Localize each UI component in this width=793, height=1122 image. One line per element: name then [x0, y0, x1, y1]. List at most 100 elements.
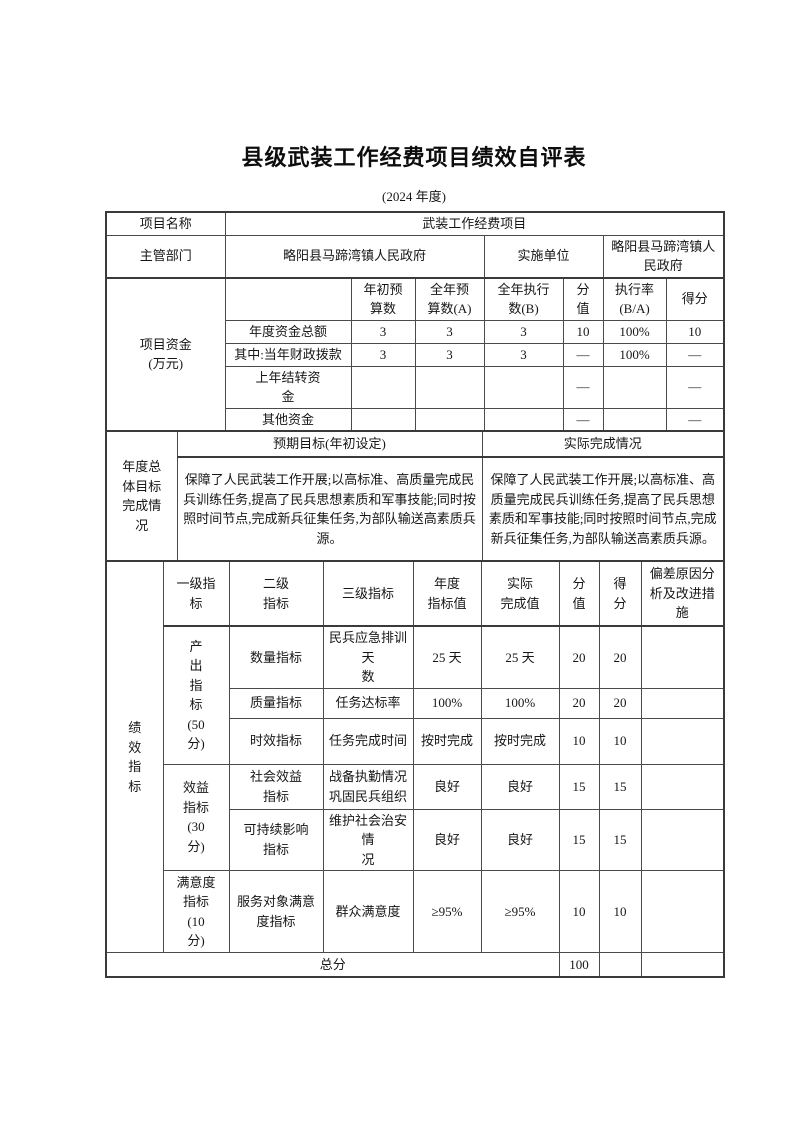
- col-header-exec-rate: 执行率 (B/A): [602, 276, 667, 321]
- perf-score: 15: [598, 808, 642, 871]
- perf-l2: 服务对象满意 度指标: [228, 870, 324, 953]
- col-header-initial-budget: 年初预 算数: [350, 276, 416, 321]
- perf-l3: 战备执勤情况 巩固民兵组织: [322, 763, 414, 810]
- group-output-indicators: 产 出 指 标 (50 分): [162, 625, 230, 765]
- perf-row-quality: 质量指标 任务达标率 100% 100% 20 20: [106, 687, 725, 719]
- col-header-deviation: 偏差原因分 析及改进措 施: [640, 560, 725, 627]
- perf-actual: ≥95%: [480, 870, 560, 953]
- fund-score: 10: [665, 319, 725, 344]
- fund-annual: [414, 365, 485, 409]
- perf-l3: 任务完成时间: [322, 717, 414, 765]
- col-header-weight: 分 值: [558, 560, 600, 627]
- perf-score: 10: [598, 717, 642, 765]
- info-and-funds-table: 项目名称 武装工作经费项目 主管部门 略阳县马蹄湾镇人民政府 实施单位 略阳县马…: [105, 211, 726, 432]
- fund-score: —: [665, 365, 725, 409]
- table-row: 项目名称 武装工作经费项目: [105, 211, 725, 236]
- col-header-actual-value: 实际 完成值: [480, 560, 560, 627]
- perf-score: 20: [598, 687, 642, 719]
- funds-row-other: 其他资金 — —: [106, 407, 725, 432]
- empty-cell: [224, 276, 352, 321]
- perf-deviation-cell: [640, 625, 725, 689]
- perf-actual: 25 天: [480, 625, 560, 689]
- perf-l2: 社会效益 指标: [228, 763, 324, 810]
- annual-goals-table: 年度总 体目标 完成情 况 预期目标(年初设定) 实际完成情况 保障了人民武装工…: [105, 430, 725, 562]
- perf-target: 25 天: [412, 625, 482, 689]
- perf-weight: 10: [558, 717, 600, 765]
- fund-weight: 10: [562, 319, 604, 344]
- total-score-weight: 100: [558, 952, 600, 977]
- perf-target: 100%: [412, 687, 482, 719]
- self-evaluation-form: 县级武装工作经费项目绩效自评表 (2024 年度) 项目名称 武装工作经费项目 …: [105, 140, 726, 978]
- perf-target: 良好: [412, 763, 482, 810]
- perf-score: 20: [598, 625, 642, 689]
- perf-actual: 良好: [480, 808, 560, 871]
- group-satisfaction-indicators: 满意度 指标 (10 分): [162, 870, 230, 953]
- perf-weight: 20: [558, 625, 600, 689]
- perf-score: 10: [598, 870, 642, 953]
- fund-score: —: [665, 407, 725, 432]
- perf-header-row: 绩 效 指 标 一级指 标 二级 指标 三级指标 年度 指标值 实际 完成值 分…: [105, 560, 725, 953]
- fund-annual: [414, 407, 485, 432]
- perf-l2: 可持续影响 指标: [228, 808, 324, 871]
- fund-initial: [350, 407, 416, 432]
- fund-executed: [483, 365, 564, 409]
- project-name-value: 武装工作经费项目: [224, 211, 725, 236]
- actual-completion-text: 保障了人民武装工作开展;以高标准、高质量完成民兵训练任务,提高了民兵思想素质和军…: [481, 456, 725, 562]
- total-score-value-cell: [598, 952, 642, 977]
- page-title: 县级武装工作经费项目绩效自评表: [241, 145, 587, 170]
- fund-row-label: 年度资金总额: [224, 319, 352, 344]
- group-benefit-indicators: 效益 指标 (30 分): [162, 763, 230, 871]
- fund-row-label: 其他资金: [224, 407, 352, 432]
- fund-rate: [602, 365, 667, 409]
- expected-goal-text: 保障了人民武装工作开展;以高标准、高质量完成民兵训练任务,提高了民兵思想素质和军…: [176, 456, 483, 562]
- perf-target: ≥95%: [412, 870, 482, 953]
- perf-deviation-cell: [640, 808, 725, 871]
- perf-l2: 数量指标: [228, 625, 324, 689]
- perf-l3: 民兵应急排训天 数: [322, 625, 414, 689]
- fund-row-label: 其中:当年财政拨款: [224, 342, 352, 367]
- perf-l3: 任务达标率: [322, 687, 414, 719]
- perf-weight: 15: [558, 808, 600, 871]
- project-name-label: 项目名称: [105, 211, 226, 236]
- impl-unit-label: 实施单位: [483, 234, 604, 278]
- fund-annual: 3: [414, 319, 485, 344]
- fund-weight: —: [562, 365, 604, 409]
- perf-weight: 20: [558, 687, 600, 719]
- perf-target: 良好: [412, 808, 482, 871]
- perf-l3: 群众满意度: [322, 870, 414, 953]
- col-header-level1: 一级指 标: [162, 560, 230, 627]
- funds-section-label: 项目资金 (万元): [105, 276, 226, 432]
- fund-initial: [350, 365, 416, 409]
- fund-row-label: 上年结转资 金: [224, 365, 352, 409]
- fund-score: —: [665, 342, 725, 367]
- fund-executed: 3: [483, 319, 564, 344]
- fund-annual: 3: [414, 342, 485, 367]
- dept-label: 主管部门: [105, 234, 226, 278]
- perf-row-sustainability: 可持续影响 指标 维护社会治安情 况 良好 良好 15 15: [106, 808, 725, 871]
- perf-actual: 按时完成: [480, 717, 560, 765]
- col-header-annual-budget: 全年预 算数(A): [414, 276, 485, 321]
- perf-section-label: 绩 效 指 标: [105, 560, 164, 953]
- fund-executed: [483, 407, 564, 432]
- col-header-score: 得 分: [598, 560, 642, 627]
- perf-actual: 100%: [480, 687, 560, 719]
- col-header-score: 得分: [665, 276, 725, 321]
- total-score-label: 总分: [105, 952, 560, 977]
- fund-weight: —: [562, 342, 604, 367]
- perf-actual: 良好: [480, 763, 560, 810]
- goals-header-row: 年度总 体目标 完成情 况 预期目标(年初设定) 实际完成情况: [105, 430, 725, 562]
- perf-weight: 15: [558, 763, 600, 810]
- funds-row-carryover: 上年结转资 金 — —: [106, 365, 725, 409]
- actual-completion-header: 实际完成情况: [481, 430, 725, 458]
- col-header-executed: 全年执行 数(B): [483, 276, 564, 321]
- goals-body-row: 保障了人民武装工作开展;以高标准、高质量完成民兵训练任务,提高了民兵思想素质和军…: [106, 456, 725, 562]
- perf-l2: 时效指标: [228, 717, 324, 765]
- perf-deviation-cell: [640, 870, 725, 953]
- funds-row-total: 年度资金总额 3 3 3 10 100% 10: [106, 319, 725, 344]
- fund-initial: 3: [350, 342, 416, 367]
- perf-score: 15: [598, 763, 642, 810]
- col-header-level2: 二级 指标: [228, 560, 324, 627]
- dept-value: 略阳县马蹄湾镇人民政府: [224, 234, 485, 278]
- perf-total-row: 总分 100: [105, 952, 725, 977]
